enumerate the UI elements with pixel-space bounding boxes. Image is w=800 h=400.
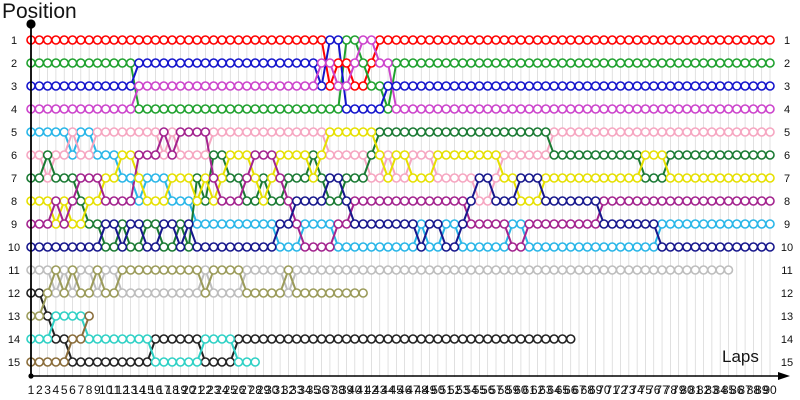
- svg-text:5: 5: [61, 383, 68, 397]
- svg-text:11: 11: [8, 265, 19, 277]
- svg-text:6: 6: [784, 150, 790, 162]
- svg-text:12: 12: [8, 288, 20, 300]
- svg-text:12: 12: [781, 288, 793, 300]
- svg-text:1: 1: [784, 35, 790, 47]
- svg-text:8: 8: [86, 383, 93, 397]
- svg-text:6: 6: [11, 150, 17, 162]
- svg-text:9: 9: [784, 219, 790, 231]
- svg-text:11: 11: [781, 265, 792, 277]
- svg-text:Position: Position: [2, 0, 77, 23]
- svg-text:15: 15: [8, 357, 20, 369]
- svg-text:7: 7: [11, 173, 17, 185]
- svg-text:2: 2: [11, 58, 17, 70]
- svg-text:3: 3: [11, 81, 17, 93]
- svg-text:8: 8: [784, 196, 790, 208]
- svg-text:90: 90: [763, 383, 777, 397]
- svg-text:3: 3: [44, 383, 51, 397]
- svg-text:Laps: Laps: [722, 347, 759, 366]
- svg-text:13: 13: [781, 311, 793, 323]
- svg-text:10: 10: [781, 242, 793, 254]
- svg-text:7: 7: [77, 383, 84, 397]
- svg-text:4: 4: [11, 104, 17, 116]
- svg-text:15: 15: [781, 357, 793, 369]
- svg-text:4: 4: [53, 383, 60, 397]
- svg-text:14: 14: [8, 334, 20, 346]
- svg-text:5: 5: [784, 127, 790, 139]
- svg-text:9: 9: [11, 219, 17, 231]
- svg-text:3: 3: [784, 81, 790, 93]
- svg-text:4: 4: [784, 104, 790, 116]
- svg-text:13: 13: [8, 311, 20, 323]
- svg-text:10: 10: [8, 242, 20, 254]
- svg-text:6: 6: [69, 383, 76, 397]
- svg-text:1: 1: [28, 383, 35, 397]
- svg-text:8: 8: [11, 196, 17, 208]
- svg-text:5: 5: [11, 127, 17, 139]
- svg-text:2: 2: [36, 383, 43, 397]
- svg-text:14: 14: [781, 334, 793, 346]
- svg-text:7: 7: [784, 173, 790, 185]
- svg-text:1: 1: [11, 35, 17, 47]
- svg-text:2: 2: [784, 58, 790, 70]
